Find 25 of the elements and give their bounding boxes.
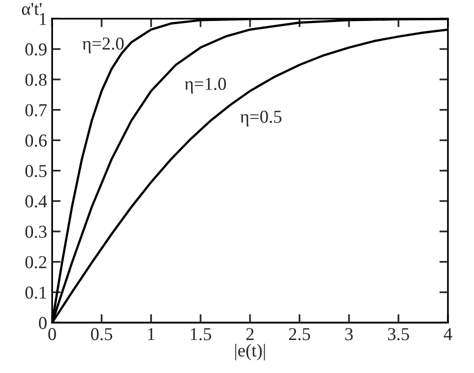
- x-tick-label: 0: [48, 328, 56, 340]
- y-tick-label: 0.6: [25, 134, 47, 147]
- y-tick-label: 0.5: [25, 164, 47, 178]
- y-tick-label: 0.4: [25, 195, 47, 208]
- y-tick-label: 0.8: [25, 74, 47, 86]
- x-tick-label: 3: [345, 328, 353, 340]
- y-tick-label: 0.3: [25, 226, 47, 238]
- series-label: η=2.0: [82, 38, 124, 54]
- y-tick-label: 0.9: [25, 43, 47, 56]
- x-tick-label: 4: [444, 328, 452, 340]
- y-tick-label: 0.7: [25, 104, 47, 116]
- y-axis-title: α't': [22, 2, 42, 15]
- y-tick-label: 0: [38, 316, 47, 330]
- y-tick-label: 0.1: [25, 286, 46, 299]
- x-tick-label: 1.5: [190, 328, 212, 340]
- x-tick-label: 3.5: [388, 328, 410, 340]
- series-label: η=0.5: [240, 110, 282, 126]
- series-label: η=1.0: [184, 78, 226, 94]
- x-tick-label: 0.5: [91, 328, 112, 340]
- x-axis-title: |e(t)|: [235, 344, 265, 360]
- x-tick-label: 1: [148, 328, 155, 340]
- y-tick-label: 1: [40, 12, 46, 25]
- x-tick-label: 2.5: [289, 328, 310, 340]
- x-tick-label: 2: [246, 328, 254, 340]
- y-tick-label: 0.2: [25, 256, 46, 268]
